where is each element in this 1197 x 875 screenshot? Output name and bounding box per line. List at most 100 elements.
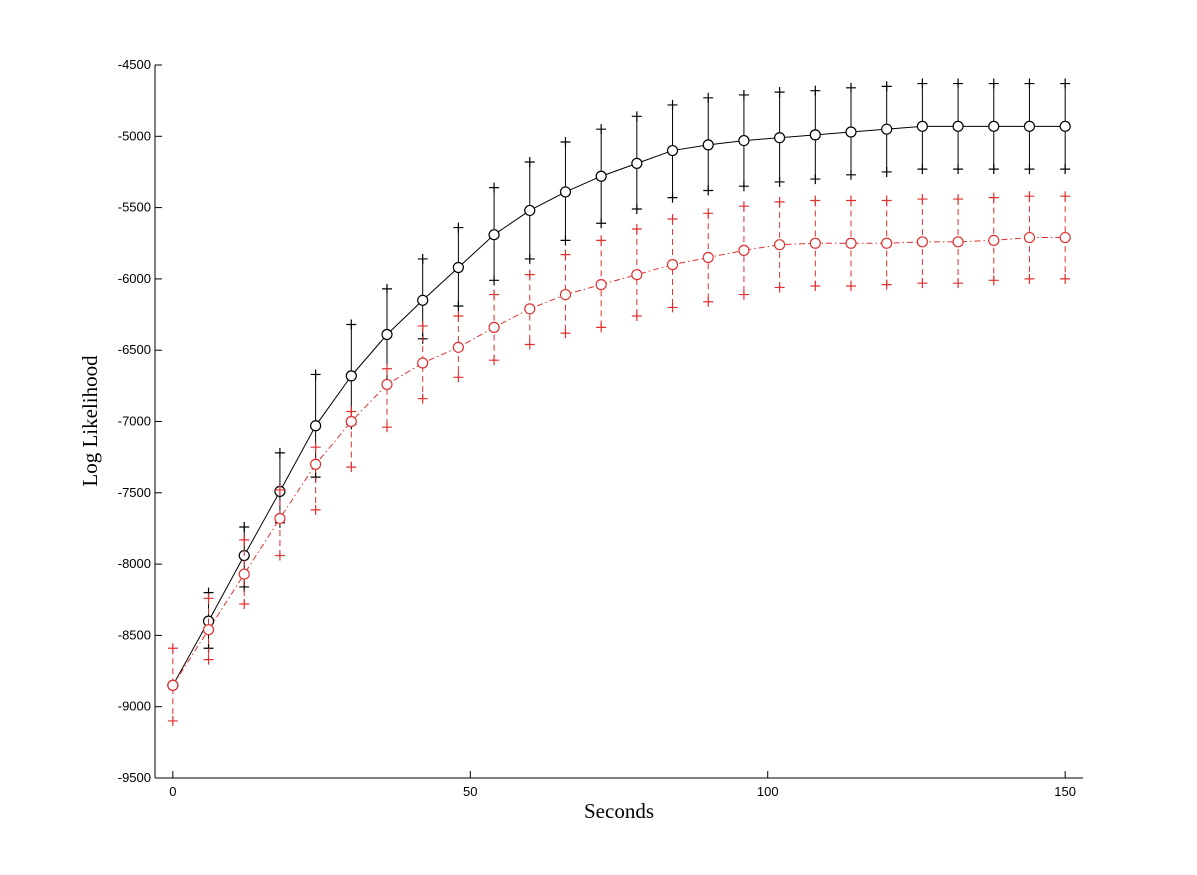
data-point <box>881 237 893 249</box>
error-cap-marker <box>846 195 856 206</box>
error-cap-marker <box>596 235 607 246</box>
error-cap-marker <box>703 92 714 103</box>
y-tick-label: -8000 <box>118 556 151 571</box>
error-cap-marker <box>453 300 464 311</box>
data-point <box>452 341 464 353</box>
data-point <box>417 357 429 369</box>
error-cap-marker <box>239 534 250 545</box>
data-point <box>595 279 607 291</box>
error-cap-marker <box>774 87 785 98</box>
error-cap-marker <box>382 363 392 374</box>
error-cap-marker <box>953 164 964 175</box>
error-cap-marker <box>524 339 535 350</box>
y-tick-label: -6500 <box>118 342 151 357</box>
error-cap-marker <box>1060 164 1071 175</box>
y-tick-label: -5500 <box>118 200 151 215</box>
error-cap-marker <box>310 442 321 453</box>
data-point <box>738 244 750 256</box>
data-point <box>916 120 928 132</box>
error-cap-marker <box>774 176 785 187</box>
error-cap-marker <box>703 185 714 196</box>
error-cap-marker <box>489 355 500 366</box>
error-cap-marker <box>1060 273 1071 284</box>
data-point <box>809 129 821 141</box>
error-cap-marker <box>667 99 678 110</box>
error-cap-marker <box>453 372 464 383</box>
error-cap-marker <box>382 283 392 294</box>
data-point <box>488 321 500 333</box>
error-cap-marker <box>489 275 500 286</box>
error-cap-marker <box>310 369 321 380</box>
data-point <box>631 269 643 281</box>
error-cap-marker <box>524 253 535 264</box>
error-cap-marker <box>953 278 964 289</box>
error-cap-marker <box>274 484 285 495</box>
error-cap-marker <box>703 296 714 307</box>
error-cap-marker <box>738 201 749 212</box>
data-point <box>666 144 679 157</box>
x-axis-title: Seconds <box>584 799 654 823</box>
error-cap-marker <box>881 195 892 206</box>
error-cap-marker <box>453 222 464 233</box>
data-point <box>774 239 786 251</box>
data-point <box>1059 120 1071 132</box>
data-point <box>845 237 857 249</box>
error-cap-marker <box>917 278 928 289</box>
error-cap-marker <box>239 599 250 610</box>
error-cap-marker <box>489 182 500 193</box>
data-point <box>1059 231 1071 244</box>
y-tick-label: -8500 <box>118 627 151 642</box>
y-tick-label: -4500 <box>118 57 151 72</box>
error-cap-marker <box>988 164 999 175</box>
error-cap-marker <box>846 82 856 93</box>
data-point <box>1023 231 1036 244</box>
data-point <box>809 237 821 249</box>
data-point <box>274 512 286 525</box>
error-cap-marker <box>738 181 749 192</box>
error-cap-marker <box>917 164 928 175</box>
data-point <box>988 120 1000 132</box>
error-cap-marker <box>703 208 714 219</box>
y-tick-label: -6000 <box>118 271 151 286</box>
error-cap-marker <box>167 715 178 726</box>
error-cap-marker <box>988 275 999 286</box>
error-cap-marker <box>1060 191 1071 202</box>
error-cap-marker <box>988 192 999 203</box>
data-point <box>952 236 964 248</box>
x-tick-label: 50 <box>463 784 477 799</box>
data-point <box>310 420 322 432</box>
error-cap-marker <box>667 214 678 225</box>
error-cap-marker <box>1024 78 1035 89</box>
data-point <box>774 132 786 144</box>
x-tick-label: 100 <box>757 784 779 799</box>
x-tick-label: 0 <box>169 784 176 799</box>
error-cap-marker <box>596 218 607 229</box>
error-cap-marker <box>917 78 928 89</box>
y-tick-label: -7000 <box>118 414 151 429</box>
error-cap-marker <box>953 194 964 205</box>
data-point <box>881 123 893 135</box>
error-cap-marker <box>881 81 892 92</box>
error-cap-marker <box>560 249 571 260</box>
error-cap-marker <box>596 124 607 135</box>
data-point <box>702 251 714 264</box>
error-cap-marker <box>774 196 785 207</box>
error-cap-marker <box>631 111 642 122</box>
error-cap-marker <box>524 269 535 280</box>
error-cap-marker <box>1024 273 1035 284</box>
data-point <box>1023 120 1036 132</box>
data-point <box>238 568 250 580</box>
error-cap-marker <box>810 195 821 206</box>
data-point <box>988 234 1000 246</box>
error-cap-marker <box>774 282 785 293</box>
error-cap-marker <box>346 406 357 417</box>
x-ticks: 0 50 100 150 <box>169 771 1076 799</box>
data-point <box>916 236 928 248</box>
error-cap-marker <box>560 137 571 148</box>
error-cap-marker <box>239 522 250 533</box>
series-layer <box>167 78 1071 726</box>
data-point <box>631 157 643 169</box>
data-point <box>845 126 857 138</box>
axes <box>154 65 1083 779</box>
